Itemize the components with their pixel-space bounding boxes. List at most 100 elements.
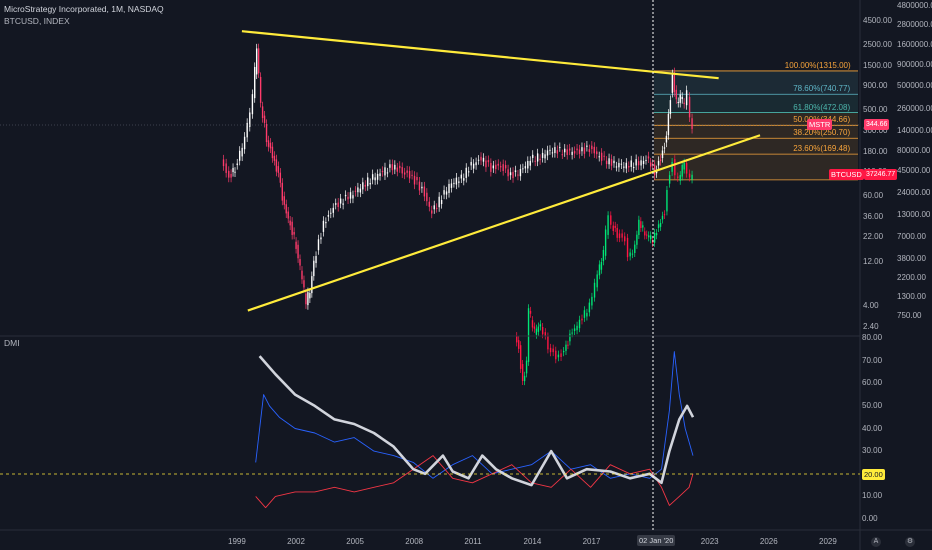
auto-scale-icon[interactable]: A [871,537,881,547]
mstr-axis-tick: 12.00 [863,256,884,266]
mstr-candle [291,221,293,235]
btc-candle [578,319,581,329]
mstr-candle [613,160,615,164]
btc-candle [677,176,679,178]
btc-axis-tick: 2800000.00 [897,20,932,30]
trendlines[interactable] [241,30,761,312]
mstr-candle [596,151,598,155]
mstr-candle [573,151,576,154]
btc-candle [679,175,681,181]
mstr-candle [465,167,467,178]
mstr-candle [519,169,522,177]
btc-symbol-tag: BTCUSD [829,169,864,180]
dmi-label[interactable]: DMI [4,338,20,348]
time-axis-tick: 2011 [464,537,482,546]
mstr-candle [389,164,391,168]
mstr-candle [683,102,685,104]
mstr-candle [426,192,428,202]
btc-axis-tick: 750.00 [897,311,922,320]
mstr-candle [492,165,495,169]
btc-candle [537,326,540,332]
mstr-candle [416,177,418,181]
mstr-candle [303,280,305,288]
mstr-candle [433,205,435,210]
btc-candle [649,235,652,240]
dmi-axis-tick: 40.00 [862,423,883,433]
mstr-candle [630,160,632,167]
mstr-candle [485,160,487,168]
btc-last-value: 37246.77 [864,169,898,180]
btc-axis-tick: 4800000.00 [897,1,932,10]
btc-candle [610,215,612,225]
mstr-candle [399,165,401,169]
mstr-candle [265,124,268,143]
fibonacci-retracement[interactable] [654,70,858,181]
btc-candle [638,219,640,236]
fib-zone [654,138,858,155]
mstr-candle [311,276,313,294]
mstr-candle [561,154,563,156]
btc-candle [591,296,593,306]
mstr-candle [453,182,455,184]
mstr-candle [243,136,246,150]
mstr-axis-tick: 2.40 [863,322,879,331]
btc-candle [681,164,683,177]
mstr-candle [600,152,603,161]
time-axis-tick: 2002 [287,537,305,546]
dmi-reference-tag: 20.00 [862,469,885,480]
time-axis-tick: 2005 [346,537,364,546]
mstr-candle [568,148,571,151]
mstr-candle [413,175,416,185]
mstr-candle [688,96,691,118]
mstr-candle [665,135,668,143]
btc-candle [529,310,532,314]
btc-candle [640,221,642,229]
btc-axis-tick: 1600000.00 [897,39,932,49]
mstr-candle [529,160,531,166]
mstr-candle [228,170,230,178]
mstr-candle [225,163,227,173]
settings-gear-icon[interactable]: ⚙ [905,537,915,547]
mstr-candle [367,177,369,187]
btc-candle [624,236,626,242]
mstr-candle [230,173,232,178]
mstr-candle [623,166,625,168]
mstr-candle [642,160,645,165]
btc-candle [671,162,673,172]
mstr-candle [657,160,660,166]
mstr-candle [347,196,349,200]
mstr-candle [685,90,688,106]
mstr-axis-tick: 180.00 [863,146,888,156]
fib-level-label: 38.20%(250.70) [793,128,851,138]
mstr-candle [507,169,509,177]
mstr-candle [615,166,618,168]
mstr-candle [455,177,458,185]
mstr-candle [254,67,256,99]
btc-axis-tick: 3800.00 [897,253,926,263]
btc-candle [560,353,562,358]
mstr-candle [359,188,362,193]
dmi-axis-tick: 80.00 [862,333,883,342]
btc-candle [646,234,648,236]
btc-candle [621,233,623,238]
mstr-candle [335,203,337,205]
mstr-candle [320,237,322,240]
btc-candle [631,253,634,255]
mstr-candle [500,166,502,168]
btc-candle [674,159,676,176]
mstr-candle [301,270,303,280]
secondary-title[interactable]: BTCUSD, INDEX [4,16,70,26]
btc-candle [596,274,598,288]
mstr-candle [618,163,620,168]
mstr-candle [379,173,381,176]
mstr-candle [332,207,334,213]
mstr-candle [401,167,403,174]
mstr-candle [418,181,421,191]
mstr-candle [490,162,492,172]
fib-level-label: 61.80%(472.08) [793,102,851,112]
mstr-candle [608,158,610,165]
mstr-candle [396,167,398,172]
main-title[interactable]: MicroStrategy Incorporated, 1M, NASDAQ [4,4,164,14]
mstr-candle [450,183,453,188]
